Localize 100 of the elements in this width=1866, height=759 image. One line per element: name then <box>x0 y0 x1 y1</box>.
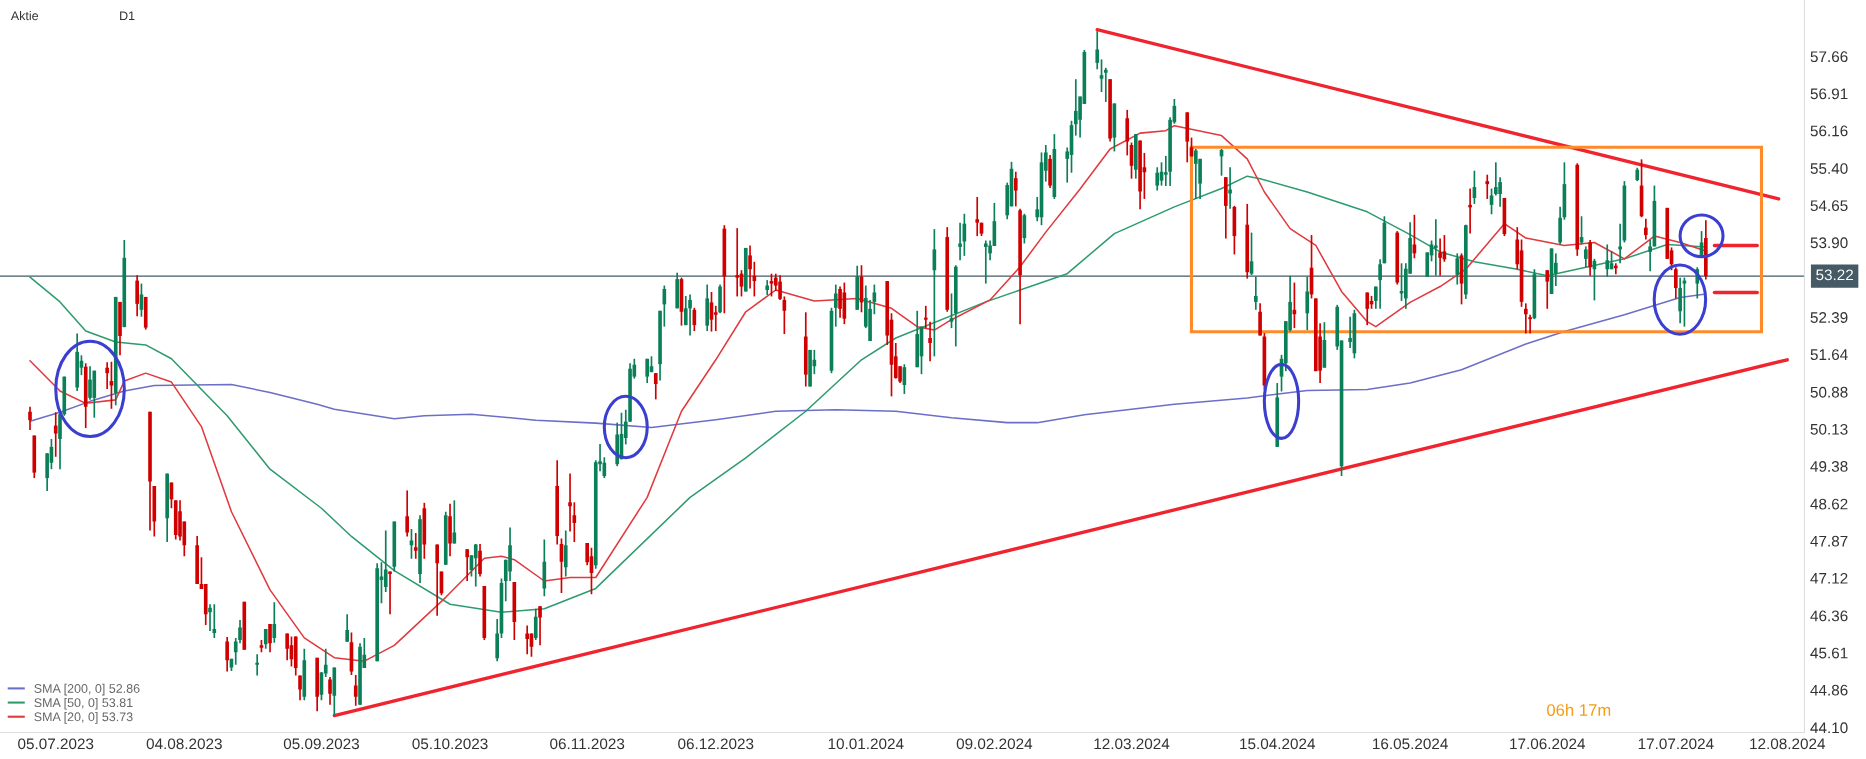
candlestick <box>268 623 272 654</box>
candlestick <box>538 605 542 647</box>
candlestick <box>1674 266 1678 300</box>
y-tick-label: 48.62 <box>1810 498 1848 510</box>
candlestick <box>263 628 268 650</box>
y-tick-label: 50.13 <box>1810 423 1848 435</box>
legend-label: SMA [200, 0] 52.86 <box>34 683 140 696</box>
candlestick <box>688 293 692 337</box>
y-tick-label: 46.36 <box>1810 610 1848 622</box>
y-tick-label: 51.64 <box>1810 349 1848 361</box>
candlestick <box>769 272 774 298</box>
x-tick-label: 06.11.2023 <box>550 738 625 750</box>
candlestick <box>1485 173 1490 200</box>
candlestick <box>653 372 658 401</box>
x-tick-label: 05.07.2023 <box>18 738 94 750</box>
candlestick <box>1103 66 1108 103</box>
candlestick <box>1193 148 1198 200</box>
candlestick <box>1524 302 1528 335</box>
candlestick <box>473 543 478 588</box>
candlestick <box>1099 58 1104 93</box>
candlestick <box>1125 109 1130 157</box>
annotation: 06h 17m <box>1547 703 1611 716</box>
candlestick <box>983 239 988 285</box>
candlestick <box>1434 218 1438 277</box>
candlestick <box>109 360 114 410</box>
x-tick-label: 10.01.2024 <box>828 738 904 750</box>
candlestick <box>923 305 928 329</box>
candlestick <box>1013 170 1018 208</box>
candlestick <box>1605 243 1610 278</box>
candlestick <box>328 676 332 706</box>
candlestick <box>778 274 782 301</box>
candlestick <box>525 624 529 656</box>
line-series <box>29 175 1707 613</box>
candlestick <box>563 529 568 578</box>
candlestick <box>735 227 740 298</box>
annotation: D1 <box>120 11 135 21</box>
candlestick <box>1618 222 1622 265</box>
candlestick <box>833 283 838 328</box>
candlestick <box>1228 166 1232 210</box>
candlestick <box>1455 252 1460 286</box>
x-tick-label: 12.03.2024 <box>1094 738 1170 750</box>
candlestick <box>255 653 259 677</box>
candlestick <box>975 196 980 237</box>
candlestick <box>713 305 718 332</box>
candlestick <box>478 543 482 578</box>
candlestick <box>1348 315 1352 349</box>
candlestick <box>1258 302 1262 337</box>
candlestick <box>838 285 842 319</box>
candlestick <box>452 499 457 545</box>
x-tick-label: 09.02.2024 <box>956 738 1033 750</box>
y-tick-label: 57.66 <box>1810 51 1848 63</box>
y-tick-label: 49.38 <box>1810 461 1848 472</box>
x-tick-label: 05.10.2023 <box>412 738 488 750</box>
candlestick <box>1095 30 1100 71</box>
x-tick-label: 05.09.2023 <box>283 738 360 750</box>
candlestick <box>958 221 962 262</box>
x-tick-label: 15.04.2024 <box>1240 738 1316 750</box>
candlestick <box>298 674 302 702</box>
y-tick-label: 47.12 <box>1810 572 1848 584</box>
y-tick-label: 56.91 <box>1810 88 1848 100</box>
candlestick <box>353 674 358 707</box>
candlestick <box>1073 78 1078 137</box>
candlestick <box>928 320 932 363</box>
legend-label: SMA [20, 0] 53.73 <box>34 712 133 724</box>
y-tick-label: 53.90 <box>1810 237 1848 249</box>
candlestick <box>53 411 58 458</box>
candlestick <box>949 292 954 329</box>
y-tick-label: 44.86 <box>1810 684 1848 696</box>
candlestick <box>1545 269 1550 310</box>
y-tick-label: 47.87 <box>1810 535 1848 547</box>
candlestick <box>285 632 289 662</box>
x-tick-label: 04.08.2023 <box>146 738 222 750</box>
candlestick <box>1155 166 1160 192</box>
candlestick <box>212 603 217 639</box>
candlestick <box>345 613 349 643</box>
candlestick <box>645 357 650 384</box>
y-tick-label: 52.39 <box>1810 312 1848 323</box>
candlestick <box>1584 245 1588 269</box>
candlestick <box>1644 217 1648 241</box>
y-tick-label: 56.16 <box>1810 125 1848 137</box>
candlestick <box>1253 275 1258 311</box>
candlestick <box>1438 237 1442 277</box>
candlestick <box>272 601 277 644</box>
candlestick <box>88 365 92 401</box>
y-tick-label: 50.88 <box>1810 386 1848 398</box>
candlestick <box>135 274 139 318</box>
candlestick <box>413 532 418 560</box>
x-tick-label: 12.08.2024 <box>1750 738 1826 750</box>
annotation: Aktie <box>10 10 39 21</box>
ref-line-label: 53.22 <box>1816 269 1853 281</box>
y-tick-label: 54.65 <box>1810 200 1848 212</box>
candlestick <box>748 244 752 290</box>
candlestick <box>1648 239 1652 273</box>
y-tick-label: 55.40 <box>1810 163 1848 174</box>
legend-label: SMA [50, 0] 53.81 <box>34 697 133 710</box>
x-tick-label: 17.07.2024 <box>1638 738 1714 750</box>
candlestick <box>1378 258 1382 310</box>
candlestick <box>1678 276 1682 324</box>
x-tick-label: 16.05.2024 <box>1373 738 1448 750</box>
x-tick-label: 06.12.2023 <box>678 738 754 750</box>
